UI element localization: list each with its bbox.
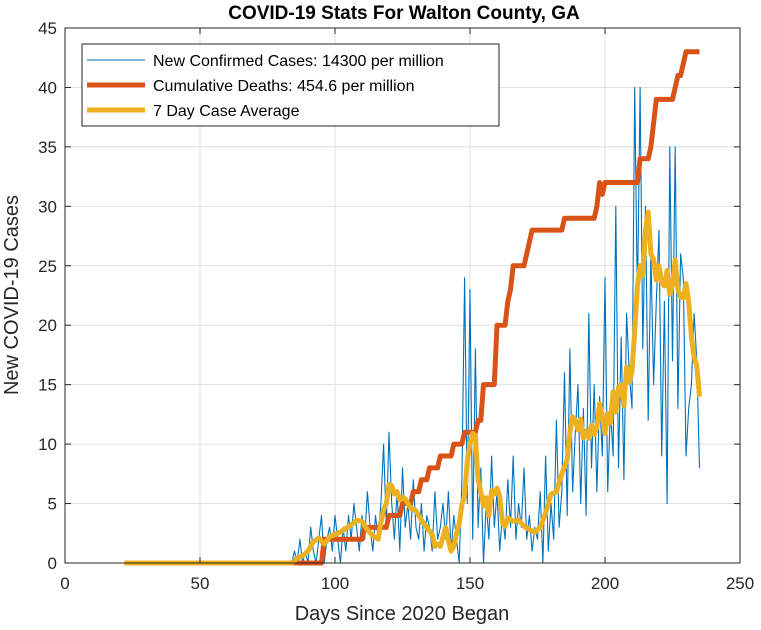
- y-tick-label: 20: [38, 316, 57, 335]
- y-tick-label: 0: [48, 554, 57, 573]
- y-tick-label: 5: [48, 495, 57, 514]
- series-line-0: [124, 86, 701, 564]
- x-tick-label: 0: [60, 574, 69, 593]
- legend-label-2: 7 Day Case Average: [153, 103, 300, 120]
- legend: New Confirmed Cases: 14300 per million Cu…: [81, 43, 500, 127]
- x-tick-label: 150: [456, 574, 484, 593]
- y-tick-label: 15: [38, 376, 57, 395]
- y-tick-label: 10: [38, 435, 57, 454]
- x-tick-label: 200: [591, 574, 619, 593]
- y-tick-label: 40: [38, 78, 57, 97]
- y-axis-label: New COVID-19 Cases: [1, 195, 23, 395]
- x-tick-label: 100: [321, 574, 349, 593]
- y-tick-label: 45: [38, 19, 57, 38]
- legend-label-1: Cumulative Deaths: 454.6 per million: [153, 78, 414, 95]
- chart-title: COVID-19 Stats For Walton County, GA: [228, 3, 580, 24]
- x-axis-label: Days Since 2020 Began: [295, 603, 510, 625]
- legend-label-0: New Confirmed Cases: 14300 per million: [153, 53, 444, 70]
- y-tick-label: 25: [38, 257, 57, 276]
- series-lines: [124, 49, 702, 566]
- y-tick-label: 30: [38, 197, 57, 216]
- series-line-2: [124, 209, 702, 566]
- x-tick-label: 50: [191, 574, 210, 593]
- y-tick-label: 35: [38, 138, 57, 157]
- tick-labels: 0 50 100 150 200 250 0 5 10 15 20 25 30 35 40 45: [38, 19, 754, 593]
- x-tick-label: 250: [726, 574, 754, 593]
- axes: [64, 27, 741, 564]
- legend-box: [81, 43, 500, 127]
- axes-box: [64, 27, 741, 564]
